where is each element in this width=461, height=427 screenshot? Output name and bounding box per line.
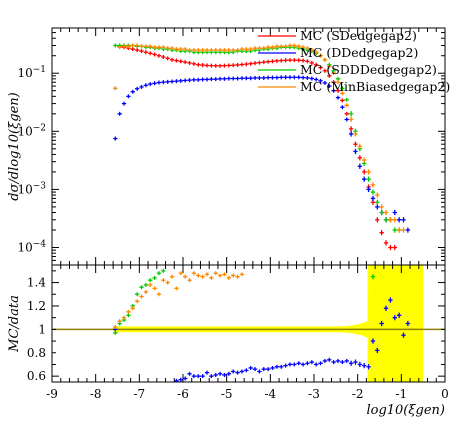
ratio-y-tick-label: 1 (38, 322, 46, 336)
ratio-series-mc-sdddedgegap2- (113, 268, 376, 335)
tick-exponent: −4 (33, 240, 47, 250)
tick-exponent: −1 (33, 65, 46, 75)
ratio-series-mc-minbiasedgegap2- (113, 271, 245, 330)
tick-exponent: −3 (33, 181, 47, 191)
legend: MC (SDedgegap2) MC (DDedgegap2) MC (SDDDed… (258, 28, 450, 94)
main-y-axis: 10−410−310−210−1 (17, 32, 445, 266)
x-tick-label: -7 (133, 387, 145, 401)
tick-base: 10 (17, 182, 32, 196)
x-tick-label: 0 (441, 387, 449, 401)
ratio-y-tick-label: 1.2 (27, 299, 46, 313)
ratio-y-tick-label: 1.4 (27, 276, 46, 290)
main-y-axis-title: dσ/dlog10(ξgen) (7, 92, 22, 200)
tick-base: 10 (17, 241, 32, 255)
y-tick-label: 10−4 (17, 240, 46, 255)
tick-exponent: −2 (33, 123, 46, 133)
main-series-mc-ddedgegap2- (113, 75, 411, 233)
ratio-y-tick-label: 0.8 (27, 346, 46, 360)
y-tick-label: 10−1 (17, 65, 46, 80)
ratio-y-axis: 0.6 0.8 1 1.2 1.4 (27, 270, 445, 383)
x-tick-label: -3 (308, 387, 320, 401)
y-tick-label: 10−2 (17, 123, 46, 138)
tick-base: 10 (17, 66, 32, 80)
ratio-panel-frame (51, 264, 446, 383)
ratio-uncertainty-band (113, 265, 424, 382)
main-series-mc-minbiasedgegap2- (113, 43, 406, 233)
x-tick-label: -1 (395, 387, 407, 401)
x-tick-label: -8 (90, 387, 102, 401)
tick-base: 10 (17, 124, 32, 138)
y-tick-label: 10−3 (17, 181, 46, 196)
ratio-series-mc-ddedgegap2- (113, 297, 411, 382)
x-axis: -9 -8 -7 -6 -5 -4 -3 -2 -1 0 (46, 28, 449, 401)
x-tick-label: -2 (352, 387, 364, 401)
main-series-mc-sdedgegap2- (117, 44, 397, 251)
x-tick-label: -5 (221, 387, 233, 401)
x-axis-title: log10(ξgen) (366, 403, 445, 418)
ratio-y-axis-title: MC/data (7, 295, 22, 353)
legend-label: MC (DDedgegap2) (300, 45, 418, 60)
ratio-y-tick-label: 0.6 (27, 369, 46, 383)
legend-label: MC (SDDDedgegap2) (300, 62, 437, 77)
x-tick-label: -4 (264, 387, 276, 401)
x-tick-label: -9 (46, 387, 58, 401)
x-tick-label: -6 (177, 387, 189, 401)
legend-label: MC (MinBiasedgegap2) (300, 79, 450, 94)
legend-label: MC (SDedgegap2) (300, 28, 417, 43)
